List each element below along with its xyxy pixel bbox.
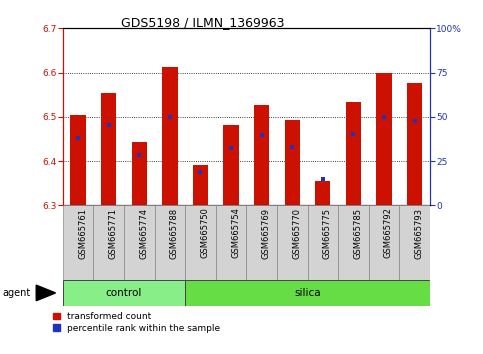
Text: GSM665769: GSM665769 — [262, 207, 270, 258]
Bar — [71, 115, 86, 205]
Bar — [93, 205, 124, 280]
Bar — [246, 205, 277, 280]
Legend: transformed count, percentile rank within the sample: transformed count, percentile rank withi… — [53, 313, 220, 333]
Polygon shape — [36, 285, 56, 301]
Bar — [185, 205, 216, 280]
Bar — [216, 205, 246, 280]
Bar — [376, 73, 392, 205]
Text: silica: silica — [294, 288, 321, 298]
Bar — [63, 205, 93, 280]
Bar — [101, 93, 116, 205]
Bar — [193, 165, 208, 205]
Text: GDS5198 / ILMN_1369963: GDS5198 / ILMN_1369963 — [121, 16, 284, 29]
Bar — [162, 67, 177, 205]
Bar — [131, 142, 147, 205]
Text: agent: agent — [2, 288, 30, 298]
Bar — [346, 102, 361, 205]
Bar — [399, 205, 430, 280]
Text: GSM665775: GSM665775 — [323, 207, 332, 258]
Bar — [369, 205, 399, 280]
Bar — [63, 280, 185, 306]
Text: GSM665754: GSM665754 — [231, 207, 240, 258]
Text: GSM665771: GSM665771 — [109, 207, 118, 258]
Bar — [185, 280, 430, 306]
Text: GSM665785: GSM665785 — [354, 207, 362, 258]
Bar — [315, 181, 330, 205]
Bar — [223, 125, 239, 205]
Bar — [308, 205, 338, 280]
Text: GSM665793: GSM665793 — [414, 207, 424, 258]
Bar — [284, 120, 300, 205]
Bar — [407, 83, 422, 205]
Text: GSM665788: GSM665788 — [170, 207, 179, 259]
Text: GSM665774: GSM665774 — [139, 207, 148, 258]
Text: GSM665770: GSM665770 — [292, 207, 301, 258]
Bar — [124, 205, 155, 280]
Bar — [254, 105, 270, 205]
Text: control: control — [106, 288, 142, 298]
Bar — [155, 205, 185, 280]
Text: GSM665750: GSM665750 — [200, 207, 210, 258]
Text: GSM665761: GSM665761 — [78, 207, 87, 258]
Bar — [277, 205, 308, 280]
Text: GSM665792: GSM665792 — [384, 207, 393, 258]
Bar — [338, 205, 369, 280]
